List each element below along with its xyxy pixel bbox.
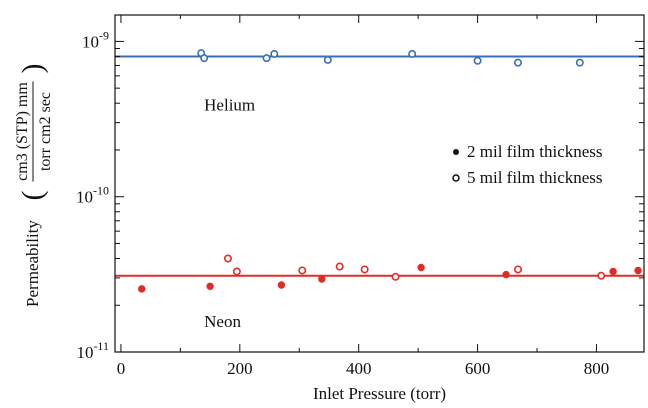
plot-area bbox=[115, 49, 644, 293]
annotation-neon: Neon bbox=[204, 312, 241, 331]
y-axis-label-numerator: cm3 (STP) mm bbox=[14, 82, 31, 181]
y-tick-label: 10-10 bbox=[76, 184, 109, 207]
legend: 2 mil film thickness 5 mil film thickness bbox=[452, 142, 603, 187]
neon-2-mil-point bbox=[206, 282, 214, 290]
neon-5-mil-point bbox=[597, 271, 606, 280]
neon-2-mil-point bbox=[502, 270, 510, 279]
neon-5-mil-point bbox=[513, 265, 522, 274]
y-axis-label-right-paren: ) bbox=[16, 64, 49, 74]
helium-5-mil-point bbox=[473, 56, 482, 65]
helium-5-mil-point bbox=[575, 58, 584, 67]
helium-5-mil-point bbox=[513, 58, 522, 67]
neon-2-mil-point bbox=[318, 275, 326, 283]
x-tick-label: 200 bbox=[227, 359, 253, 378]
helium-5-mil-point bbox=[200, 54, 209, 63]
y-axis-label-denominator: torr cm2 sec bbox=[37, 92, 54, 171]
neon-2-mil-point bbox=[277, 281, 286, 289]
x-tick-label: 400 bbox=[346, 359, 372, 378]
neon-5-mil-point bbox=[335, 262, 344, 271]
y-axis-label-left-paren: ( bbox=[16, 191, 49, 201]
y-axis-label: Permeability cm3 (STP) mm torr cm2 sec (… bbox=[14, 64, 54, 307]
x-tick-label: 0 bbox=[117, 359, 126, 378]
neon-5-mil-point bbox=[360, 265, 369, 274]
neon-5-mil-point bbox=[391, 272, 400, 281]
neon-2-mil-point bbox=[634, 266, 642, 275]
helium-5-mil-point bbox=[408, 49, 417, 58]
neon-2-mil-point bbox=[609, 267, 617, 276]
x-tick-label: 800 bbox=[584, 359, 610, 378]
neon-5-mil-point bbox=[232, 267, 241, 276]
y-axis-label-prefix: Permeability bbox=[23, 220, 42, 307]
helium-5-mil-point bbox=[262, 54, 271, 63]
axis-tick-labels: 0 200 400 600 800 10-11 10-10 10-9 bbox=[76, 28, 609, 378]
helium-5-mil-point bbox=[323, 55, 332, 64]
plot-frame bbox=[114, 14, 645, 353]
annotation-helium: Helium bbox=[204, 95, 255, 114]
helium-5-mil-point bbox=[270, 49, 279, 58]
neon-5-mil-point bbox=[223, 254, 232, 263]
chart-annotations: Helium Neon bbox=[204, 95, 255, 331]
neon-2-mil-point bbox=[417, 263, 425, 272]
legend-label: 2 mil film thickness bbox=[467, 142, 603, 161]
x-tick-label: 600 bbox=[465, 359, 491, 378]
x-axis-label: Inlet Pressure (torr) bbox=[313, 384, 446, 403]
legend-marker-filled bbox=[453, 149, 459, 155]
neon-2-mil-point bbox=[138, 285, 146, 293]
axis-ticks bbox=[115, 15, 644, 353]
y-tick-label: 10-11 bbox=[76, 339, 109, 362]
legend-marker-open bbox=[452, 174, 460, 182]
neon-5-mil-point bbox=[298, 266, 307, 275]
y-tick-label: 10-9 bbox=[82, 28, 109, 51]
legend-label: 5 mil film thickness bbox=[467, 168, 603, 187]
